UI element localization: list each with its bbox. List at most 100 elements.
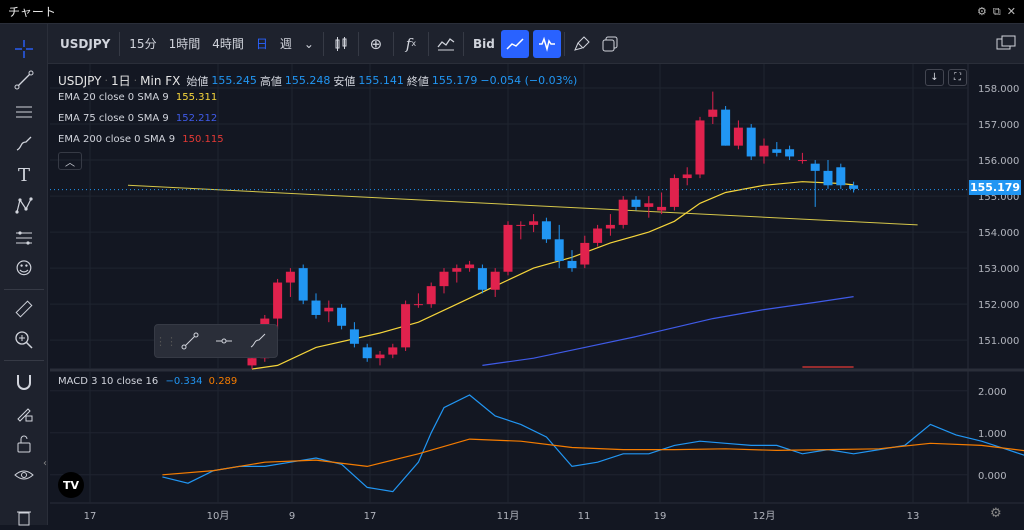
brush-icon[interactable] [568,30,596,58]
axis-settings-icon[interactable]: ⚙ [990,506,1002,521]
interval-week[interactable]: 週 [279,37,292,51]
interval-day[interactable]: 日 [255,37,268,51]
popout-icon[interactable]: ⧉ [992,4,1001,18]
brush-draw-icon[interactable] [0,131,48,157]
ema20-value: 155.311 [175,92,218,103]
measure-lines-icon[interactable] [0,225,48,251]
collapse-legend-button[interactable]: ︿ [58,152,82,170]
ema20-line [251,181,854,370]
macd-legend[interactable]: MACD 3 10 close 16 −0.334 0.289 [58,376,237,387]
price-tick-label: 153.000 [978,264,1019,275]
candle-body [311,300,321,315]
toolbar-divider [563,31,565,56]
candle-body [337,307,347,326]
candle-body [836,167,846,186]
unlock-icon[interactable] [0,431,48,457]
text-tool-icon[interactable]: T [17,164,30,186]
ema75-legend[interactable]: EMA 75 close 0 SMA 9 152.212 [58,113,217,124]
open-value: 155.245 [211,74,257,87]
drag-handle-icon[interactable]: ⋮⋮ [155,334,177,348]
chart-legend: USDJPY · 1日 · Min FX 始値 155.245 高値 155.2… [58,73,578,89]
macd-label: MACD 3 10 close 16 [58,376,159,387]
legend-symbol[interactable]: USDJPY [58,73,102,88]
fib-lines-icon[interactable] [0,99,48,125]
eye-icon[interactable] [0,462,48,488]
time-tick-label: 13 [907,511,920,522]
wave-chart-icon[interactable] [532,29,561,58]
trend-chart-icon[interactable] [500,29,529,58]
candle-body [401,304,411,348]
interval-4h[interactable]: 4時間 [212,37,244,51]
time-tick-label: 11月 [497,510,520,522]
price-tick-label: 152.000 [978,300,1019,311]
candle-body [349,329,359,344]
close-icon[interactable]: ✕ [1006,4,1016,18]
candle-body [759,145,769,157]
change-value: −0.054 (−0.03%) [480,74,578,87]
interval-15m[interactable]: 15分 [129,37,157,51]
fullscreen-icon[interactable]: ⛶ [948,69,967,86]
float-hline-icon[interactable] [207,332,241,350]
trend-line [127,184,918,226]
add-compare-icon[interactable]: ⊕ [369,34,383,53]
layout-icon[interactable] [596,30,624,58]
candle-body [657,206,667,211]
floating-draw-bar: ⋮⋮ [154,324,278,358]
candle-body [362,347,372,359]
plot-background [50,64,1024,525]
price-tick-label: 156.000 [978,156,1019,167]
candle-body [823,170,833,186]
candle-body [644,203,654,207]
last-price-badge: 155.179 [969,180,1021,195]
candle-body [529,221,539,225]
candle-body [413,304,423,306]
magnet-icon[interactable] [0,369,48,395]
price-tick-label: 157.000 [978,120,1019,131]
candle-body [605,224,615,229]
candle-body [849,185,859,189]
download-icon[interactable]: ↓ [925,69,944,86]
price-tick-label: 154.000 [978,228,1019,239]
candle-body [772,149,782,153]
zoom-in-icon[interactable] [0,327,48,353]
bid-button[interactable]: Bid [472,36,495,51]
candle-body [490,271,500,290]
pattern-icon[interactable] [0,193,48,219]
interval-1h[interactable]: 1時間 [168,37,201,51]
candle-body [375,354,385,359]
float-trendline-icon[interactable] [173,332,207,350]
interval-dropdown-icon[interactable]: ⌄ [303,36,314,51]
signal-line [162,438,1024,476]
time-tick-label: 17 [84,511,97,522]
crosshair-icon[interactable] [0,36,48,62]
high-label: 高値 [259,74,282,88]
float-brush-icon[interactable] [241,332,275,350]
templates-icon[interactable] [432,30,460,58]
trend-line-icon[interactable] [0,67,48,93]
legend-interval: 1日 [110,74,131,88]
signal-value: 0.289 [208,376,238,387]
symbol-button[interactable]: USDJPY [60,36,111,51]
candle-body [618,199,628,225]
open-label: 始値 [186,74,209,88]
ema20-label: EMA 20 close 0 SMA 9 [58,92,169,103]
collapse-toolbar-icon[interactable]: ‹ [43,458,47,469]
lock-drawing-icon[interactable] [0,400,48,426]
emoji-icon[interactable]: ☺ [15,259,33,279]
multi-window-icon[interactable] [992,30,1020,58]
toolbar-divider [357,31,359,56]
candle-type-icon[interactable] [327,30,355,58]
candle-body [541,221,551,240]
ema20-legend[interactable]: EMA 20 close 0 SMA 9 155.311 [58,92,217,103]
time-tick-label: 9 [289,511,295,522]
settings-icon[interactable]: ⚙ [977,4,987,18]
time-tick-label: 10月 [207,510,230,522]
high-value: 155.248 [284,74,331,87]
toolbar-divider [4,360,44,361]
ema200-legend[interactable]: EMA 200 close 0 SMA 9 150.115 [58,134,224,145]
toolbar-divider [119,31,121,56]
ruler-icon[interactable] [0,296,48,322]
